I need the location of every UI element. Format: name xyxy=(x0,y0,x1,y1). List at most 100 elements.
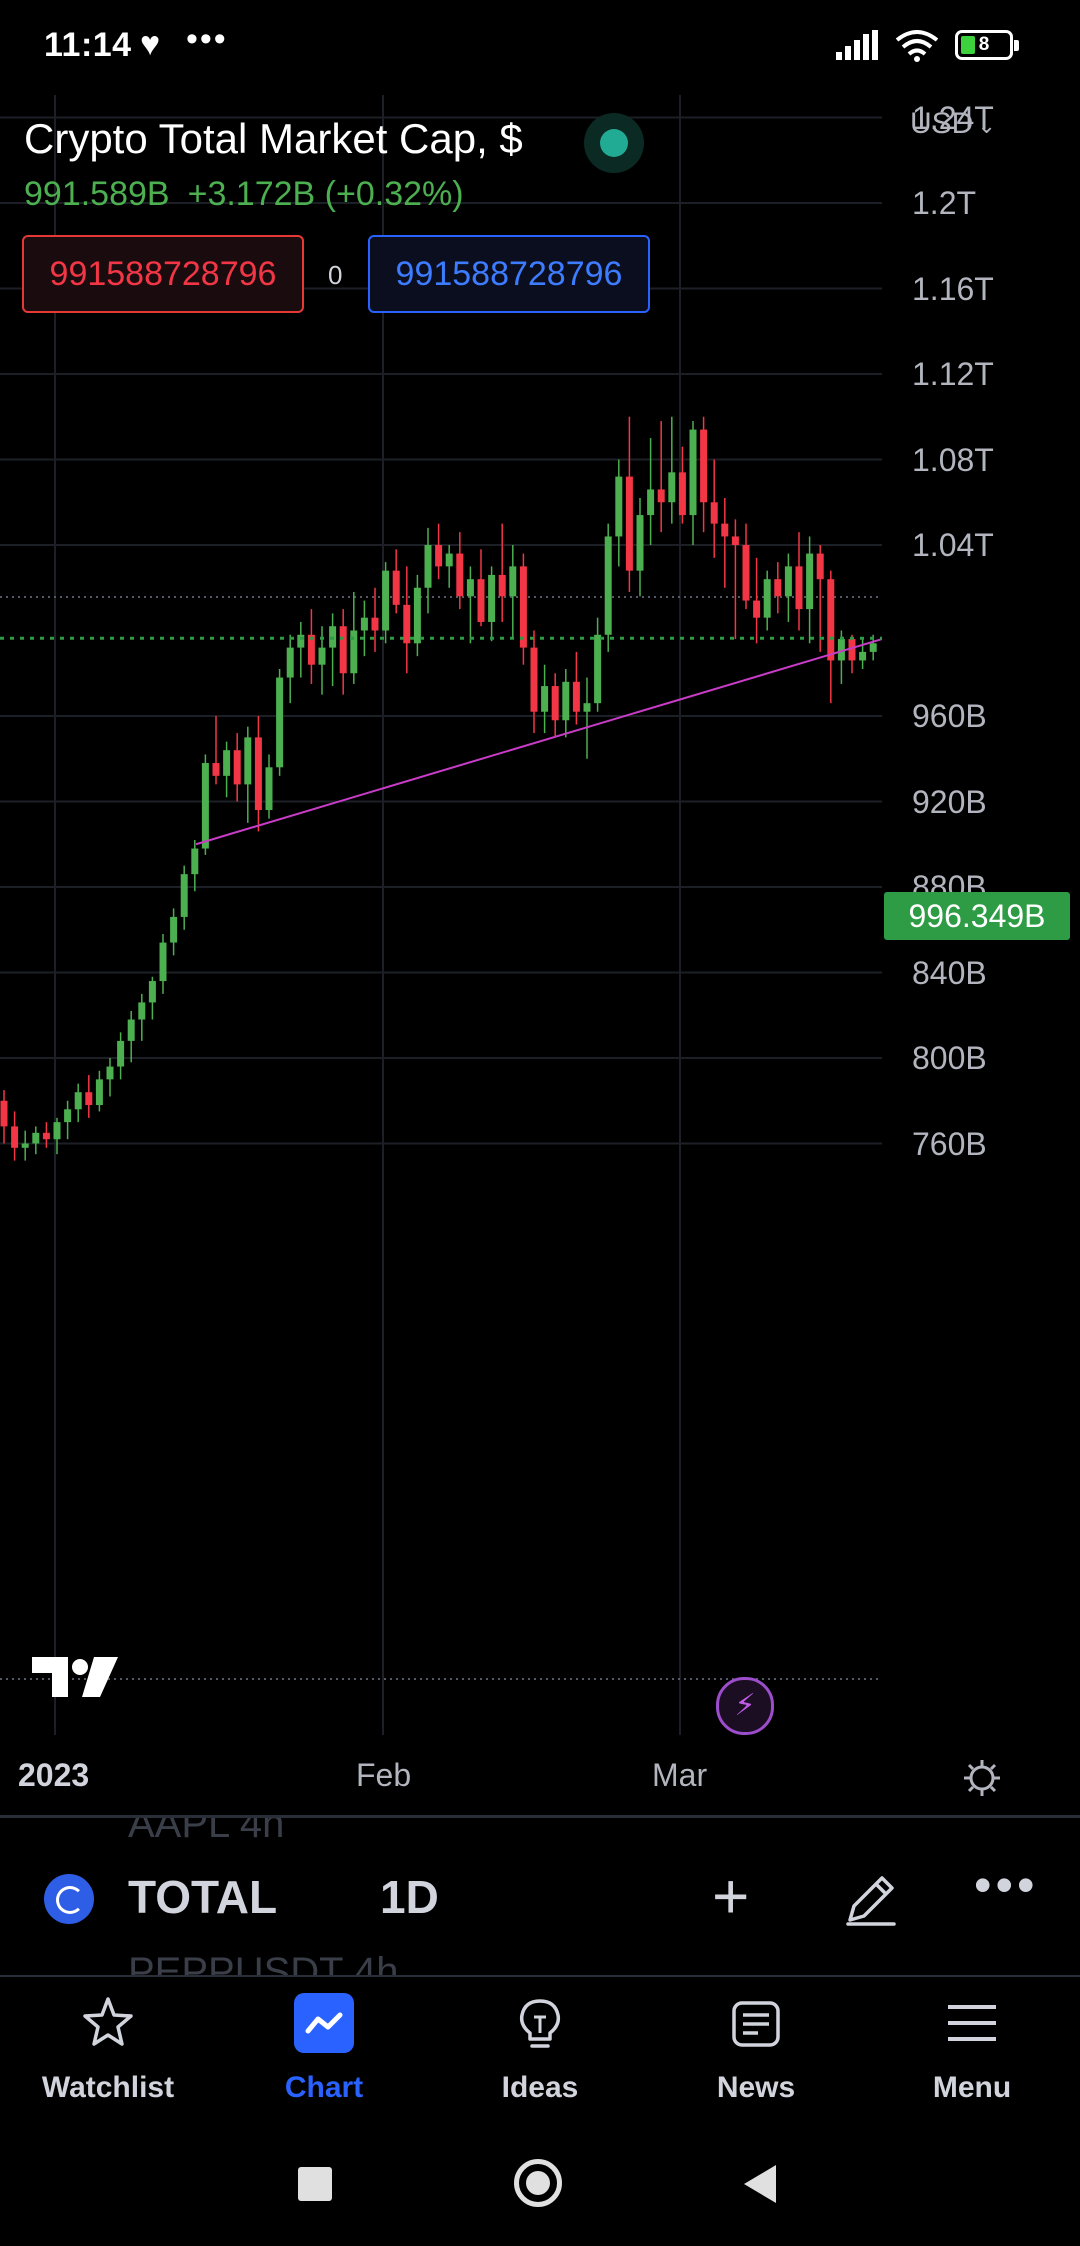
chart-area[interactable]: Crypto Total Market Cap, $ 991.589B +3.17… xyxy=(0,95,1080,1815)
price-chart[interactable] xyxy=(0,95,1080,1815)
candle-body xyxy=(233,750,241,785)
nav-news[interactable]: News xyxy=(648,1977,864,2127)
nav-menu[interactable]: Menu xyxy=(864,1977,1080,2127)
trend-line xyxy=(195,638,883,846)
candle-body xyxy=(0,1100,8,1127)
candle-body xyxy=(689,429,697,516)
candle-body xyxy=(594,634,602,704)
candle-body xyxy=(583,703,591,712)
recents-icon[interactable] xyxy=(298,2167,332,2201)
nav-chart[interactable]: Chart xyxy=(216,1977,432,2127)
spread-value: 0 xyxy=(328,260,343,290)
candle-body xyxy=(170,916,178,943)
home-icon[interactable] xyxy=(514,2159,562,2207)
bottom-navigation: Watchlist Chart Ideas News Menu xyxy=(0,1975,1080,2127)
candle-body xyxy=(85,1092,93,1106)
candle-body xyxy=(795,566,803,610)
nav-ideas[interactable]: Ideas xyxy=(432,1977,648,2127)
candle-body xyxy=(445,553,453,567)
candle-body xyxy=(191,848,199,875)
candle-body xyxy=(276,677,284,768)
candle-body xyxy=(774,579,782,597)
candle-body xyxy=(721,523,729,537)
candle-body xyxy=(180,874,188,917)
candle-body xyxy=(74,1092,82,1110)
y-tick-label: 760B xyxy=(912,1125,987,1162)
buy-price-button[interactable]: 991588728796 xyxy=(368,235,650,313)
interval-selector[interactable]: 1D xyxy=(380,1871,439,1923)
candle-body xyxy=(488,574,496,622)
symbol-name[interactable]: TOTAL xyxy=(128,1871,278,1923)
candle-body xyxy=(604,536,612,635)
candle-body xyxy=(625,476,633,571)
market-status-icon[interactable] xyxy=(584,113,644,173)
y-tick-label: 1.12T xyxy=(912,356,994,392)
candle-body xyxy=(647,489,655,516)
candle-body xyxy=(710,502,718,524)
candle-body xyxy=(223,750,231,776)
candle-body xyxy=(53,1122,61,1140)
y-tick-label: 1.2T xyxy=(912,185,977,221)
candle-body xyxy=(244,737,252,785)
y-tick-label: 840B xyxy=(912,954,987,991)
chart-settings-icon[interactable] xyxy=(962,1758,1002,1798)
candle-body xyxy=(615,476,623,537)
candle-body xyxy=(837,639,845,661)
lightbulb-icon xyxy=(519,1999,561,2048)
candle-body xyxy=(816,553,824,580)
star-icon xyxy=(83,1997,133,2046)
candle-body xyxy=(21,1143,29,1148)
candle-body xyxy=(753,600,761,618)
price-summary: 991.589B +3.172B (+0.32%) xyxy=(24,175,464,214)
candle-body xyxy=(827,579,835,661)
y-tick-label: 1.08T xyxy=(912,441,994,478)
more-notifications-icon: ••• xyxy=(186,20,228,58)
lightning-icon[interactable]: ⚡ xyxy=(716,1677,774,1735)
status-time: 11:14 xyxy=(44,26,132,64)
currency-selector[interactable]: USD ⌄ xyxy=(910,107,996,141)
candle-body xyxy=(763,579,771,618)
candle-body xyxy=(138,1002,146,1020)
x-tick-mar: Mar xyxy=(652,1757,708,1793)
symbol-logo-icon xyxy=(44,1874,94,1924)
add-icon[interactable]: + xyxy=(712,1860,750,1932)
candle-body xyxy=(657,489,665,503)
y-tick-label: 1.24T xyxy=(912,99,994,136)
sell-price-button[interactable]: 991588728796 xyxy=(22,235,304,313)
y-tick-label: 1.04T xyxy=(912,527,994,563)
candle-body xyxy=(700,429,708,503)
last-price: 991.589B xyxy=(24,175,170,213)
back-icon[interactable] xyxy=(744,2165,776,2203)
candle-body xyxy=(307,634,315,665)
previous-symbol-ghost: AAPL 4h xyxy=(128,1815,285,1846)
candle-body xyxy=(466,579,474,597)
heart-icon: ♥ xyxy=(140,25,161,63)
candle-body xyxy=(350,630,358,674)
candle-body xyxy=(806,553,814,610)
y-tick-label: 800B xyxy=(912,1040,987,1076)
y-tick-label: 1.16T xyxy=(912,270,994,307)
chart-icon xyxy=(294,1993,354,2053)
candle-body xyxy=(477,579,485,622)
nav-menu-label: Menu xyxy=(932,2071,1012,2104)
candle-body xyxy=(551,686,559,721)
system-navigation xyxy=(0,2125,1080,2246)
candle-body xyxy=(572,681,580,712)
y-tick-label: 960B xyxy=(912,698,987,734)
nav-watchlist[interactable]: Watchlist xyxy=(0,1977,216,2127)
candle-body xyxy=(541,686,549,712)
more-options-icon[interactable]: ••• xyxy=(974,1857,1039,1913)
last-price-marker: 996.349B xyxy=(884,892,1070,940)
candle-body xyxy=(562,681,570,721)
draw-pencil-icon[interactable] xyxy=(840,1870,900,1930)
nav-ideas-label: Ideas xyxy=(501,2071,579,2104)
candle-body xyxy=(32,1132,40,1144)
candle-body xyxy=(297,634,305,648)
battery-icon: 8 xyxy=(955,30,1019,60)
candle-body xyxy=(360,617,368,631)
chevron-down-icon: ⌄ xyxy=(977,113,996,138)
candle-body xyxy=(530,647,538,712)
candle-body xyxy=(42,1132,50,1140)
candle-body xyxy=(435,545,443,567)
candle-body xyxy=(159,942,167,982)
